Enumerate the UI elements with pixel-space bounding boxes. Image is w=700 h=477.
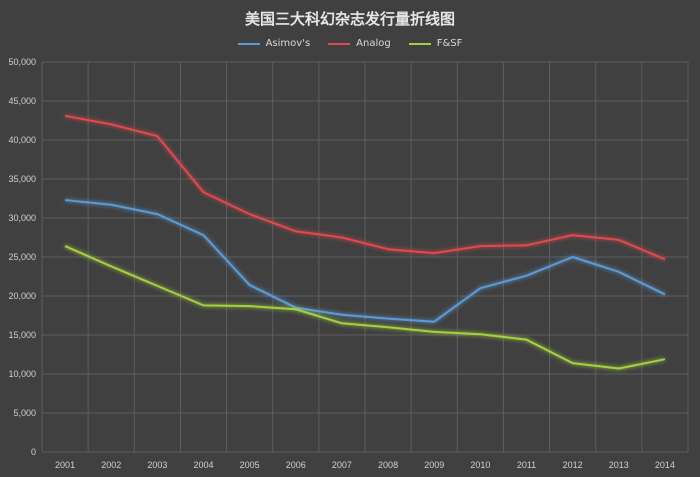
x-tick-label: 2013 bbox=[609, 460, 629, 470]
y-tick-label: 30,000 bbox=[8, 213, 36, 223]
y-tick-label: 35,000 bbox=[8, 174, 36, 184]
x-axis-ticks: 2001 2002 2003 2004 2005 2006 2007 2008 2009 2010… bbox=[55, 460, 675, 470]
legend: Asimov's Analog F&SF bbox=[0, 38, 700, 49]
y-tick-label: 15,000 bbox=[8, 330, 36, 340]
y-tick-label: 5,000 bbox=[13, 408, 36, 418]
x-tick-label: 2004 bbox=[193, 460, 213, 470]
y-axis-ticks: 0 5,000 10,000 15,000 20,000 25,000 30,000 35,0… bbox=[8, 57, 36, 457]
x-tick-label: 2010 bbox=[470, 460, 490, 470]
x-tick-label: 2005 bbox=[240, 460, 260, 470]
gridlines bbox=[41, 61, 689, 453]
legend-item-analog: Analog bbox=[328, 38, 391, 49]
x-tick-label: 2009 bbox=[424, 460, 444, 470]
series-lines bbox=[64, 114, 666, 370]
legend-label-analog: Analog bbox=[356, 38, 391, 49]
legend-swatch-analog bbox=[328, 42, 351, 45]
chart-title: 美国三大科幻杂志发行量折线图 bbox=[244, 10, 455, 28]
y-tick-label: 25,000 bbox=[8, 252, 36, 262]
y-tick-label: 50,000 bbox=[8, 57, 36, 67]
y-tick-label: 10,000 bbox=[8, 369, 36, 379]
legend-swatch-fsf bbox=[408, 42, 431, 45]
y-tick-label: 20,000 bbox=[8, 291, 36, 301]
x-tick-label: 2014 bbox=[655, 460, 675, 470]
x-tick-label: 2011 bbox=[517, 460, 536, 470]
x-tick-label: 2003 bbox=[147, 460, 167, 470]
legend-item-fsf: F&SF bbox=[408, 38, 463, 49]
series-line-1 bbox=[64, 114, 666, 261]
x-tick-label: 2006 bbox=[286, 460, 306, 470]
x-tick-label: 2002 bbox=[101, 460, 121, 470]
series-line-0 bbox=[64, 199, 666, 323]
y-tick-label: 40,000 bbox=[8, 135, 36, 145]
x-tick-label: 2007 bbox=[332, 460, 352, 470]
legend-item-asimovs: Asimov's bbox=[237, 38, 311, 49]
x-tick-label: 2008 bbox=[378, 460, 398, 470]
legend-label-fsf: F&SF bbox=[436, 38, 463, 49]
y-tick-label: 45,000 bbox=[8, 96, 36, 106]
y-tick-label: 0 bbox=[31, 447, 36, 457]
legend-swatch-asimovs bbox=[237, 42, 260, 45]
series-line-2 bbox=[64, 245, 666, 370]
x-tick-label: 2001 bbox=[55, 460, 75, 470]
x-tick-label: 2012 bbox=[563, 460, 583, 470]
legend-label-asimovs: Asimov's bbox=[265, 38, 311, 49]
